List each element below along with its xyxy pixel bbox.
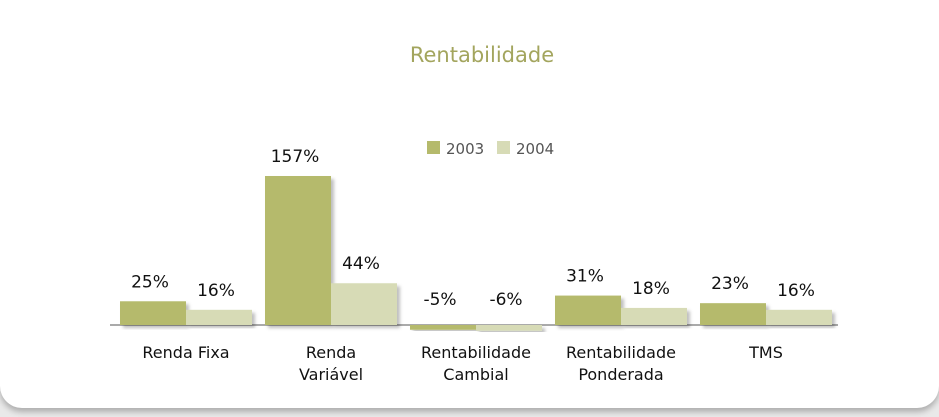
- x-tick-label: Rentabilidade Cambial: [421, 343, 531, 384]
- chart-title: Rentabilidade: [410, 43, 554, 67]
- legend-swatch: [497, 141, 510, 154]
- bar: [476, 325, 542, 331]
- bar: [410, 325, 476, 330]
- chart: Rentabilidade 25% 157% -5% 31% 23% 16% 44% -6% 1…: [110, 43, 838, 331]
- value-label: 25%: [131, 272, 169, 292]
- card: Rentabilidade 25% 157% -5% 31% 23% 16% 44% -6% 1…: [0, 0, 939, 408]
- legend-label: 2003: [446, 140, 484, 158]
- bar: [120, 301, 186, 325]
- bar: [700, 303, 766, 325]
- x-tick-label: Rentabilidade Ponderada: [566, 343, 676, 384]
- bar: [766, 309, 832, 325]
- value-label: -6%: [489, 290, 522, 310]
- bar: [265, 176, 331, 325]
- x-tick-label: Renda Variável: [298, 343, 364, 384]
- x-tick-label: TMS: [749, 343, 783, 362]
- value-label: 18%: [632, 279, 670, 299]
- value-label: 31%: [566, 267, 604, 287]
- bar: [555, 295, 621, 325]
- bar: [331, 283, 397, 325]
- legend-swatch: [427, 141, 440, 154]
- value-label: 44%: [342, 254, 380, 274]
- x-tick-label: Renda Fixa: [142, 343, 230, 362]
- value-label: 16%: [197, 281, 235, 301]
- legend-label: 2004: [516, 140, 554, 158]
- bar: [621, 307, 687, 325]
- bar: [186, 309, 252, 325]
- value-label: 157%: [271, 147, 320, 167]
- value-label: 23%: [711, 274, 749, 294]
- value-label: 16%: [777, 281, 815, 301]
- value-label: -5%: [423, 290, 456, 310]
